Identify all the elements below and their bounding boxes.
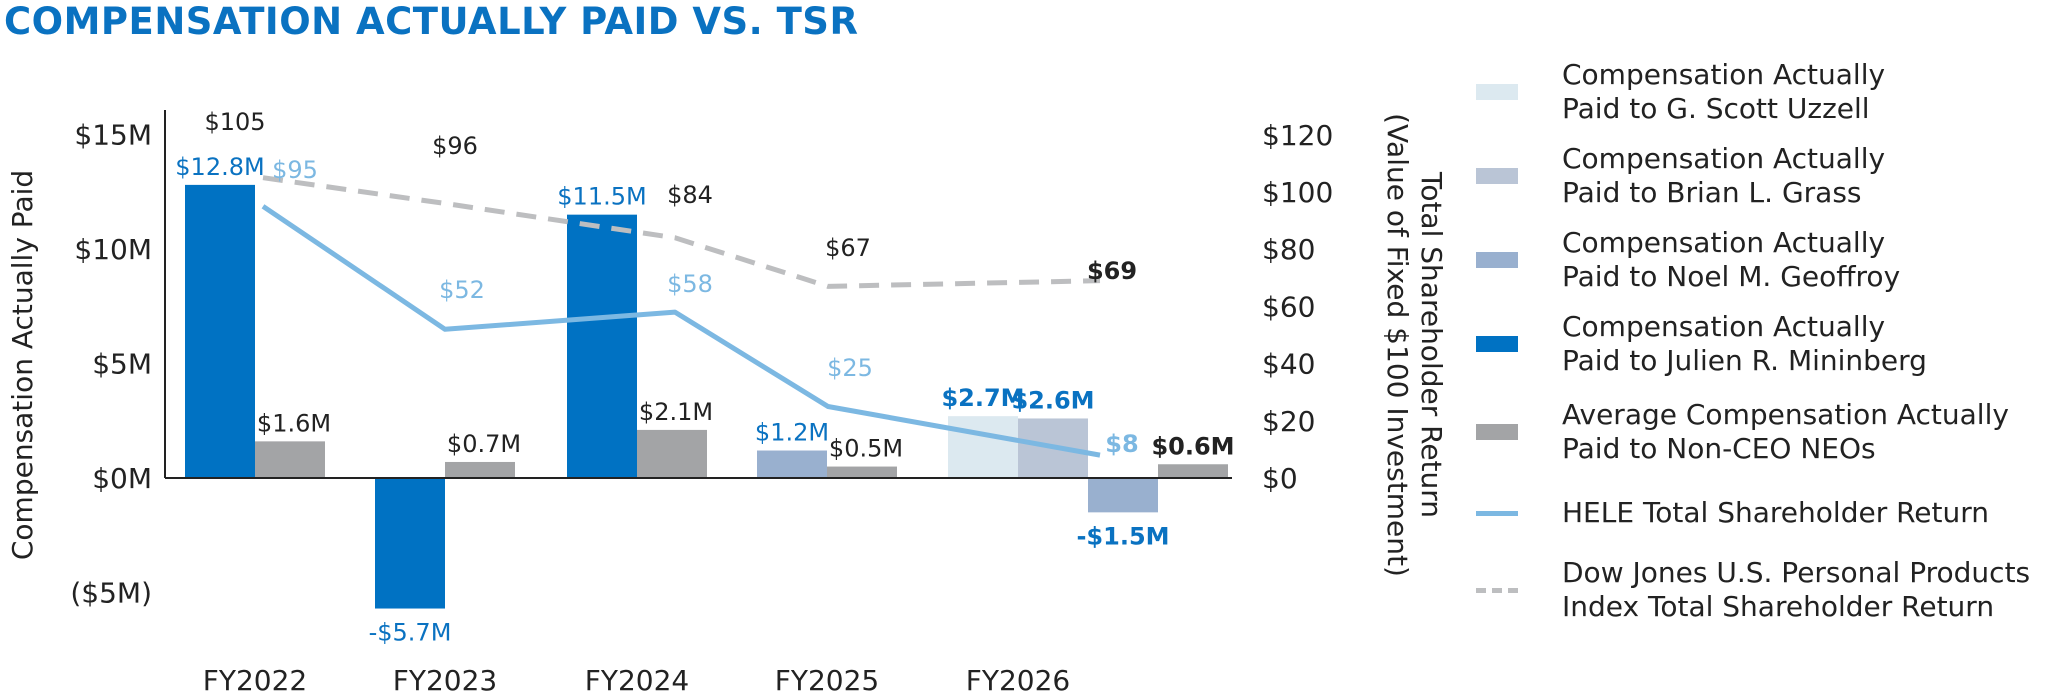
chart: $15M $10M $5M $0M ($5M) $120 $100 $80 $60 $40 $20 $… [6,108,1448,697]
bar-label: $2.1M [639,398,713,426]
bar-label: $2.6M [1011,386,1094,414]
y-tick-label: ($5M) [70,577,152,610]
bar-label: $0.6M [1151,432,1234,460]
bar-label: $11.5M [557,183,646,211]
legend-label-line: Paid to Brian L. Grass [1562,176,1862,209]
legend-label-line: Compensation Actually [1562,226,1886,259]
legend-item-geoffroy: Compensation Actually Paid to Noel M. Geo… [1476,226,1900,294]
bar-neo [255,441,325,478]
legend-label: Compensation Actually Paid to Brian L. Gr… [1562,142,1885,210]
bar-neo [637,429,707,478]
y-axis-title: Compensation Actually Paid [6,170,39,560]
bar-geoffroy [757,450,827,478]
legend-item-dj_tsr: Dow Jones U.S. Personal Products Index To… [1476,556,2030,624]
x-tick-label: FY2026 [966,664,1070,697]
y-tick-label: $0M [92,462,152,495]
legend-label: Compensation Actually Paid to Noel M. Geo… [1562,226,1900,294]
bar-label: $12.8M [175,153,264,181]
bar-mininberg [375,478,445,609]
line-dj_tsr [262,175,1101,289]
bar-label: $0.5M [829,435,903,463]
bar-label: $2.7M [941,384,1024,412]
y2-tick-label: $100 [1262,176,1333,209]
legend-label-line: Compensation Actually [1562,310,1886,343]
legend-label-line: Compensation Actually [1562,58,1886,91]
legend-label-line: Paid to G. Scott Uzzell [1562,92,1870,125]
legend-label: Compensation Actually Paid to Julien R. M… [1562,310,1927,378]
x-tick-label: FY2023 [393,664,497,697]
x-tick-label: FY2025 [775,664,879,697]
chart-title: COMPENSATION ACTUALLY PAID VS. TSR [4,0,859,43]
tsr-label-hele: $95 [272,156,318,184]
legend-line-swatch [1476,510,1518,516]
bars [185,184,1228,609]
legend-item-neo: Average Compensation Actually Paid to Non… [1476,398,2009,466]
legend-label-line: Paid to Non-CEO NEOs [1562,432,1876,465]
x-tick-label: FY2022 [203,664,307,697]
tsr-label-hele: $25 [827,354,873,382]
tsr-lines [261,175,1101,458]
legend-swatch [1476,84,1518,100]
legend-swatch [1476,168,1518,184]
tsr-label-dj: $96 [432,132,478,160]
bar-label: -$5.7M [369,619,452,647]
tsr-label-dj: $69 [1087,257,1137,285]
y2-tick-label: $120 [1262,119,1333,152]
bar-neo [445,461,515,478]
legend-label: Dow Jones U.S. Personal Products Index To… [1562,556,2030,624]
y2-tick-label: $80 [1262,233,1315,266]
legend-label-line: HELE Total Shareholder Return [1562,496,1990,529]
bar-label: $1.6M [257,409,331,437]
legend-label-line: Average Compensation Actually [1562,398,2009,431]
bar-mininberg [185,184,255,478]
y2-axis-title: (Value of Fixed $100 Investment) [1381,113,1414,577]
data-labels: $12.8M$1.6M-$5.7M$0.7M$11.5M$2.1M$1.2M$0… [175,108,1234,647]
tsr-label-hele: $58 [667,270,713,298]
bar-geoffroy [1088,478,1158,513]
tsr-label-dj: $67 [825,234,871,262]
bar-neo [827,466,897,478]
legend-item-uzzell: Compensation Actually Paid to G. Scott Uz… [1476,58,1885,126]
y-tick-label: $10M [74,233,152,266]
legend-label: HELE Total Shareholder Return [1562,496,1989,530]
legend-item-grass: Compensation Actually Paid to Brian L. Gr… [1476,142,1885,210]
tsr-label-hele: $8 [1105,430,1138,458]
y2-axis-title: Total Shareholder Return [1415,171,1448,518]
bar-neo [1158,464,1228,478]
legend-label-line: Paid to Julien R. Mininberg [1562,344,1927,377]
y2-tick-label: $20 [1262,405,1315,438]
x-tick-label: FY2024 [585,664,689,697]
legend-label: Average Compensation Actually Paid to Non… [1562,398,2009,466]
legend-label-line: Index Total Shareholder Return [1562,590,1995,623]
legend-swatch [1476,336,1518,352]
y2-tick-label: $60 [1262,290,1315,323]
y-tick-label: $5M [92,348,152,381]
legend-item-mininberg: Compensation Actually Paid to Julien R. M… [1476,310,1927,378]
legend-label-line: Compensation Actually [1562,142,1886,175]
y2-tick-label: $40 [1262,348,1315,381]
bar-label: -$1.5M [1076,522,1169,550]
bar-uzzell [948,416,1018,478]
legend-swatch [1476,252,1518,268]
tsr-label-hele: $52 [439,276,485,304]
tsr-label-dj: $84 [667,181,713,209]
axes: $15M $10M $5M $0M ($5M) $120 $100 $80 $60 $40 $20 $… [6,110,1448,697]
y-tick-label: $15M [74,119,152,152]
bar-label: $0.7M [447,430,521,458]
bar-label: $1.2M [755,419,829,447]
legend-label-line: Paid to Noel M. Geoffroy [1562,260,1901,293]
legend-swatch [1476,424,1518,440]
legend-item-hele_tsr: HELE Total Shareholder Return [1476,496,1989,530]
legend-line-swatch [1476,587,1518,593]
line-hele_tsr [261,204,1101,458]
y2-tick-label: $0 [1262,462,1298,495]
legend-label-line: Dow Jones U.S. Personal Products [1562,556,2031,589]
legend-label: Compensation Actually Paid to G. Scott Uz… [1562,58,1885,126]
tsr-label-dj: $105 [204,108,265,136]
bar-mininberg [567,214,637,478]
